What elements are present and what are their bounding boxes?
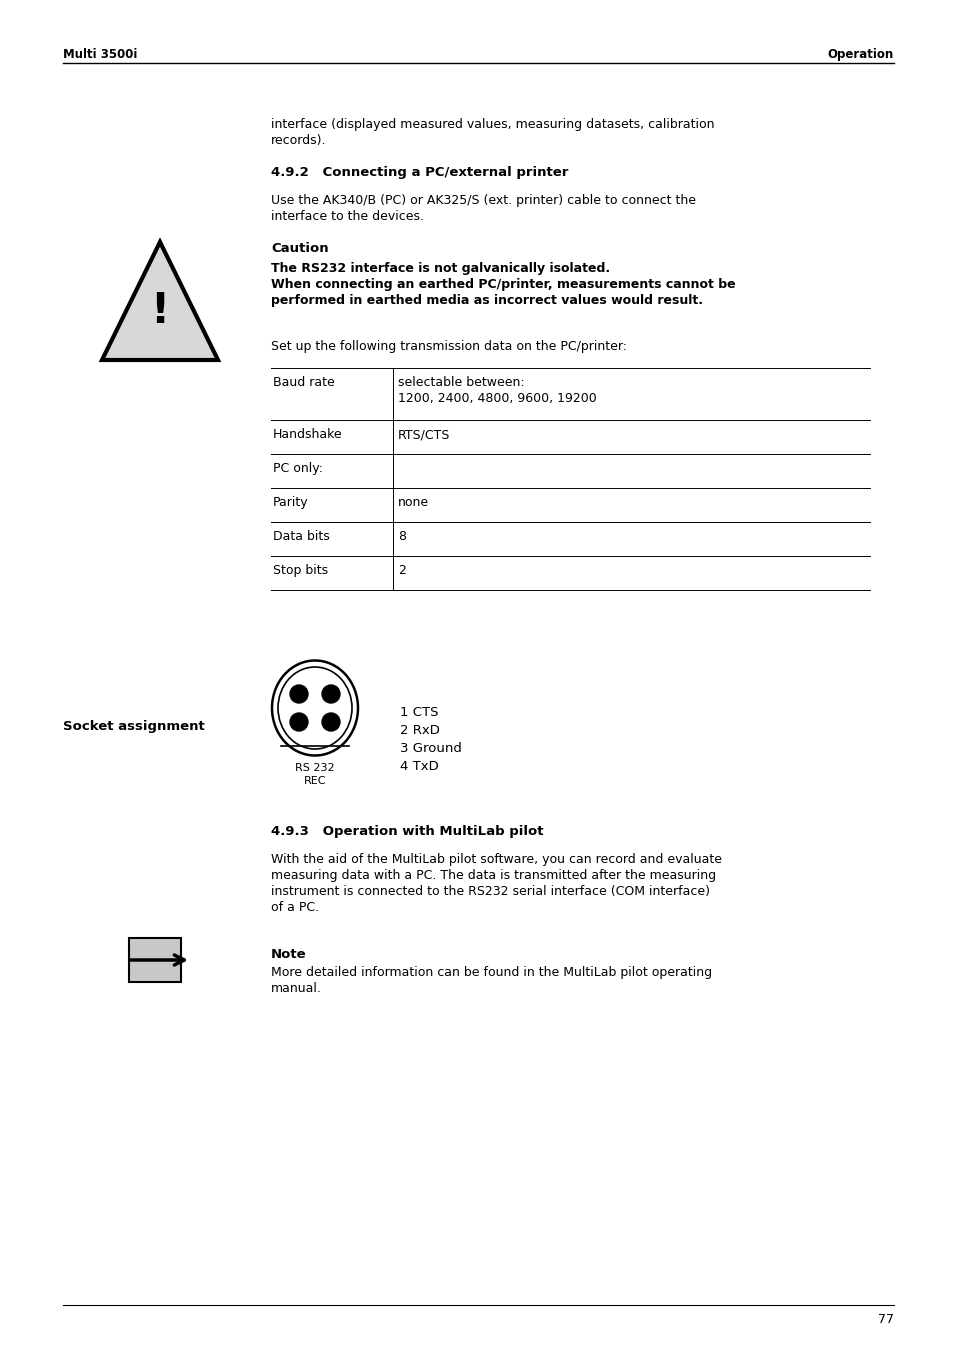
Text: 8: 8 xyxy=(397,530,406,543)
Text: 3: 3 xyxy=(328,732,334,740)
Circle shape xyxy=(290,685,308,703)
Circle shape xyxy=(290,713,308,731)
Text: 3 Ground: 3 Ground xyxy=(399,742,461,755)
Text: 4.9.3   Operation with MultiLab pilot: 4.9.3 Operation with MultiLab pilot xyxy=(271,825,543,838)
Text: none: none xyxy=(397,496,429,509)
Text: RTS/CTS: RTS/CTS xyxy=(397,428,450,440)
FancyBboxPatch shape xyxy=(129,938,181,982)
Text: of a PC.: of a PC. xyxy=(271,901,319,915)
Text: selectable between:: selectable between: xyxy=(397,376,524,389)
Text: 77: 77 xyxy=(877,1313,893,1325)
Text: 1 CTS: 1 CTS xyxy=(399,707,438,719)
Text: 4.9.2   Connecting a PC/external printer: 4.9.2 Connecting a PC/external printer xyxy=(271,166,568,178)
Text: Baud rate: Baud rate xyxy=(273,376,335,389)
Text: PC only:: PC only: xyxy=(273,462,323,476)
Text: With the aid of the MultiLab pilot software, you can record and evaluate: With the aid of the MultiLab pilot softw… xyxy=(271,852,721,866)
Polygon shape xyxy=(110,253,210,357)
Text: Set up the following transmission data on the PC/printer:: Set up the following transmission data o… xyxy=(271,340,626,353)
Text: Note: Note xyxy=(271,948,306,961)
Text: Parity: Parity xyxy=(273,496,309,509)
Text: 1: 1 xyxy=(296,704,301,713)
Text: Use the AK340/B (PC) or AK325/S (ext. printer) cable to connect the: Use the AK340/B (PC) or AK325/S (ext. pr… xyxy=(271,195,696,207)
Text: Multi 3500i: Multi 3500i xyxy=(63,49,137,61)
Text: measuring data with a PC. The data is transmitted after the measuring: measuring data with a PC. The data is tr… xyxy=(271,869,716,882)
Ellipse shape xyxy=(277,667,352,748)
Text: REC: REC xyxy=(303,775,326,786)
Text: The RS232 interface is not galvanically isolated.: The RS232 interface is not galvanically … xyxy=(271,262,610,276)
Text: More detailed information can be found in the MultiLab pilot operating: More detailed information can be found i… xyxy=(271,966,711,979)
Circle shape xyxy=(322,713,339,731)
Text: 4: 4 xyxy=(296,732,301,740)
Text: When connecting an earthed PC/printer, measurements cannot be: When connecting an earthed PC/printer, m… xyxy=(271,278,735,290)
Ellipse shape xyxy=(272,661,357,755)
Text: Data bits: Data bits xyxy=(273,530,330,543)
Text: interface (displayed measured values, measuring datasets, calibration: interface (displayed measured values, me… xyxy=(271,118,714,131)
Text: Handshake: Handshake xyxy=(273,428,342,440)
Text: 2: 2 xyxy=(397,563,405,577)
Text: Socket assignment: Socket assignment xyxy=(63,720,205,734)
Circle shape xyxy=(322,685,339,703)
Polygon shape xyxy=(102,242,218,359)
Text: 2: 2 xyxy=(328,704,333,713)
Text: interface to the devices.: interface to the devices. xyxy=(271,209,423,223)
Text: Stop bits: Stop bits xyxy=(273,563,328,577)
Text: records).: records). xyxy=(271,134,326,147)
Text: 2 RxD: 2 RxD xyxy=(399,724,439,738)
Text: manual.: manual. xyxy=(271,982,321,994)
Text: instrument is connected to the RS232 serial interface (COM interface): instrument is connected to the RS232 ser… xyxy=(271,885,709,898)
Text: RS 232: RS 232 xyxy=(294,763,335,773)
Text: Operation: Operation xyxy=(827,49,893,61)
Text: performed in earthed media as incorrect values would result.: performed in earthed media as incorrect … xyxy=(271,295,702,307)
Text: 4 TxD: 4 TxD xyxy=(399,761,438,773)
Text: !: ! xyxy=(151,290,170,332)
Text: 1200, 2400, 4800, 9600, 19200: 1200, 2400, 4800, 9600, 19200 xyxy=(397,392,597,405)
Text: Caution: Caution xyxy=(271,242,328,255)
